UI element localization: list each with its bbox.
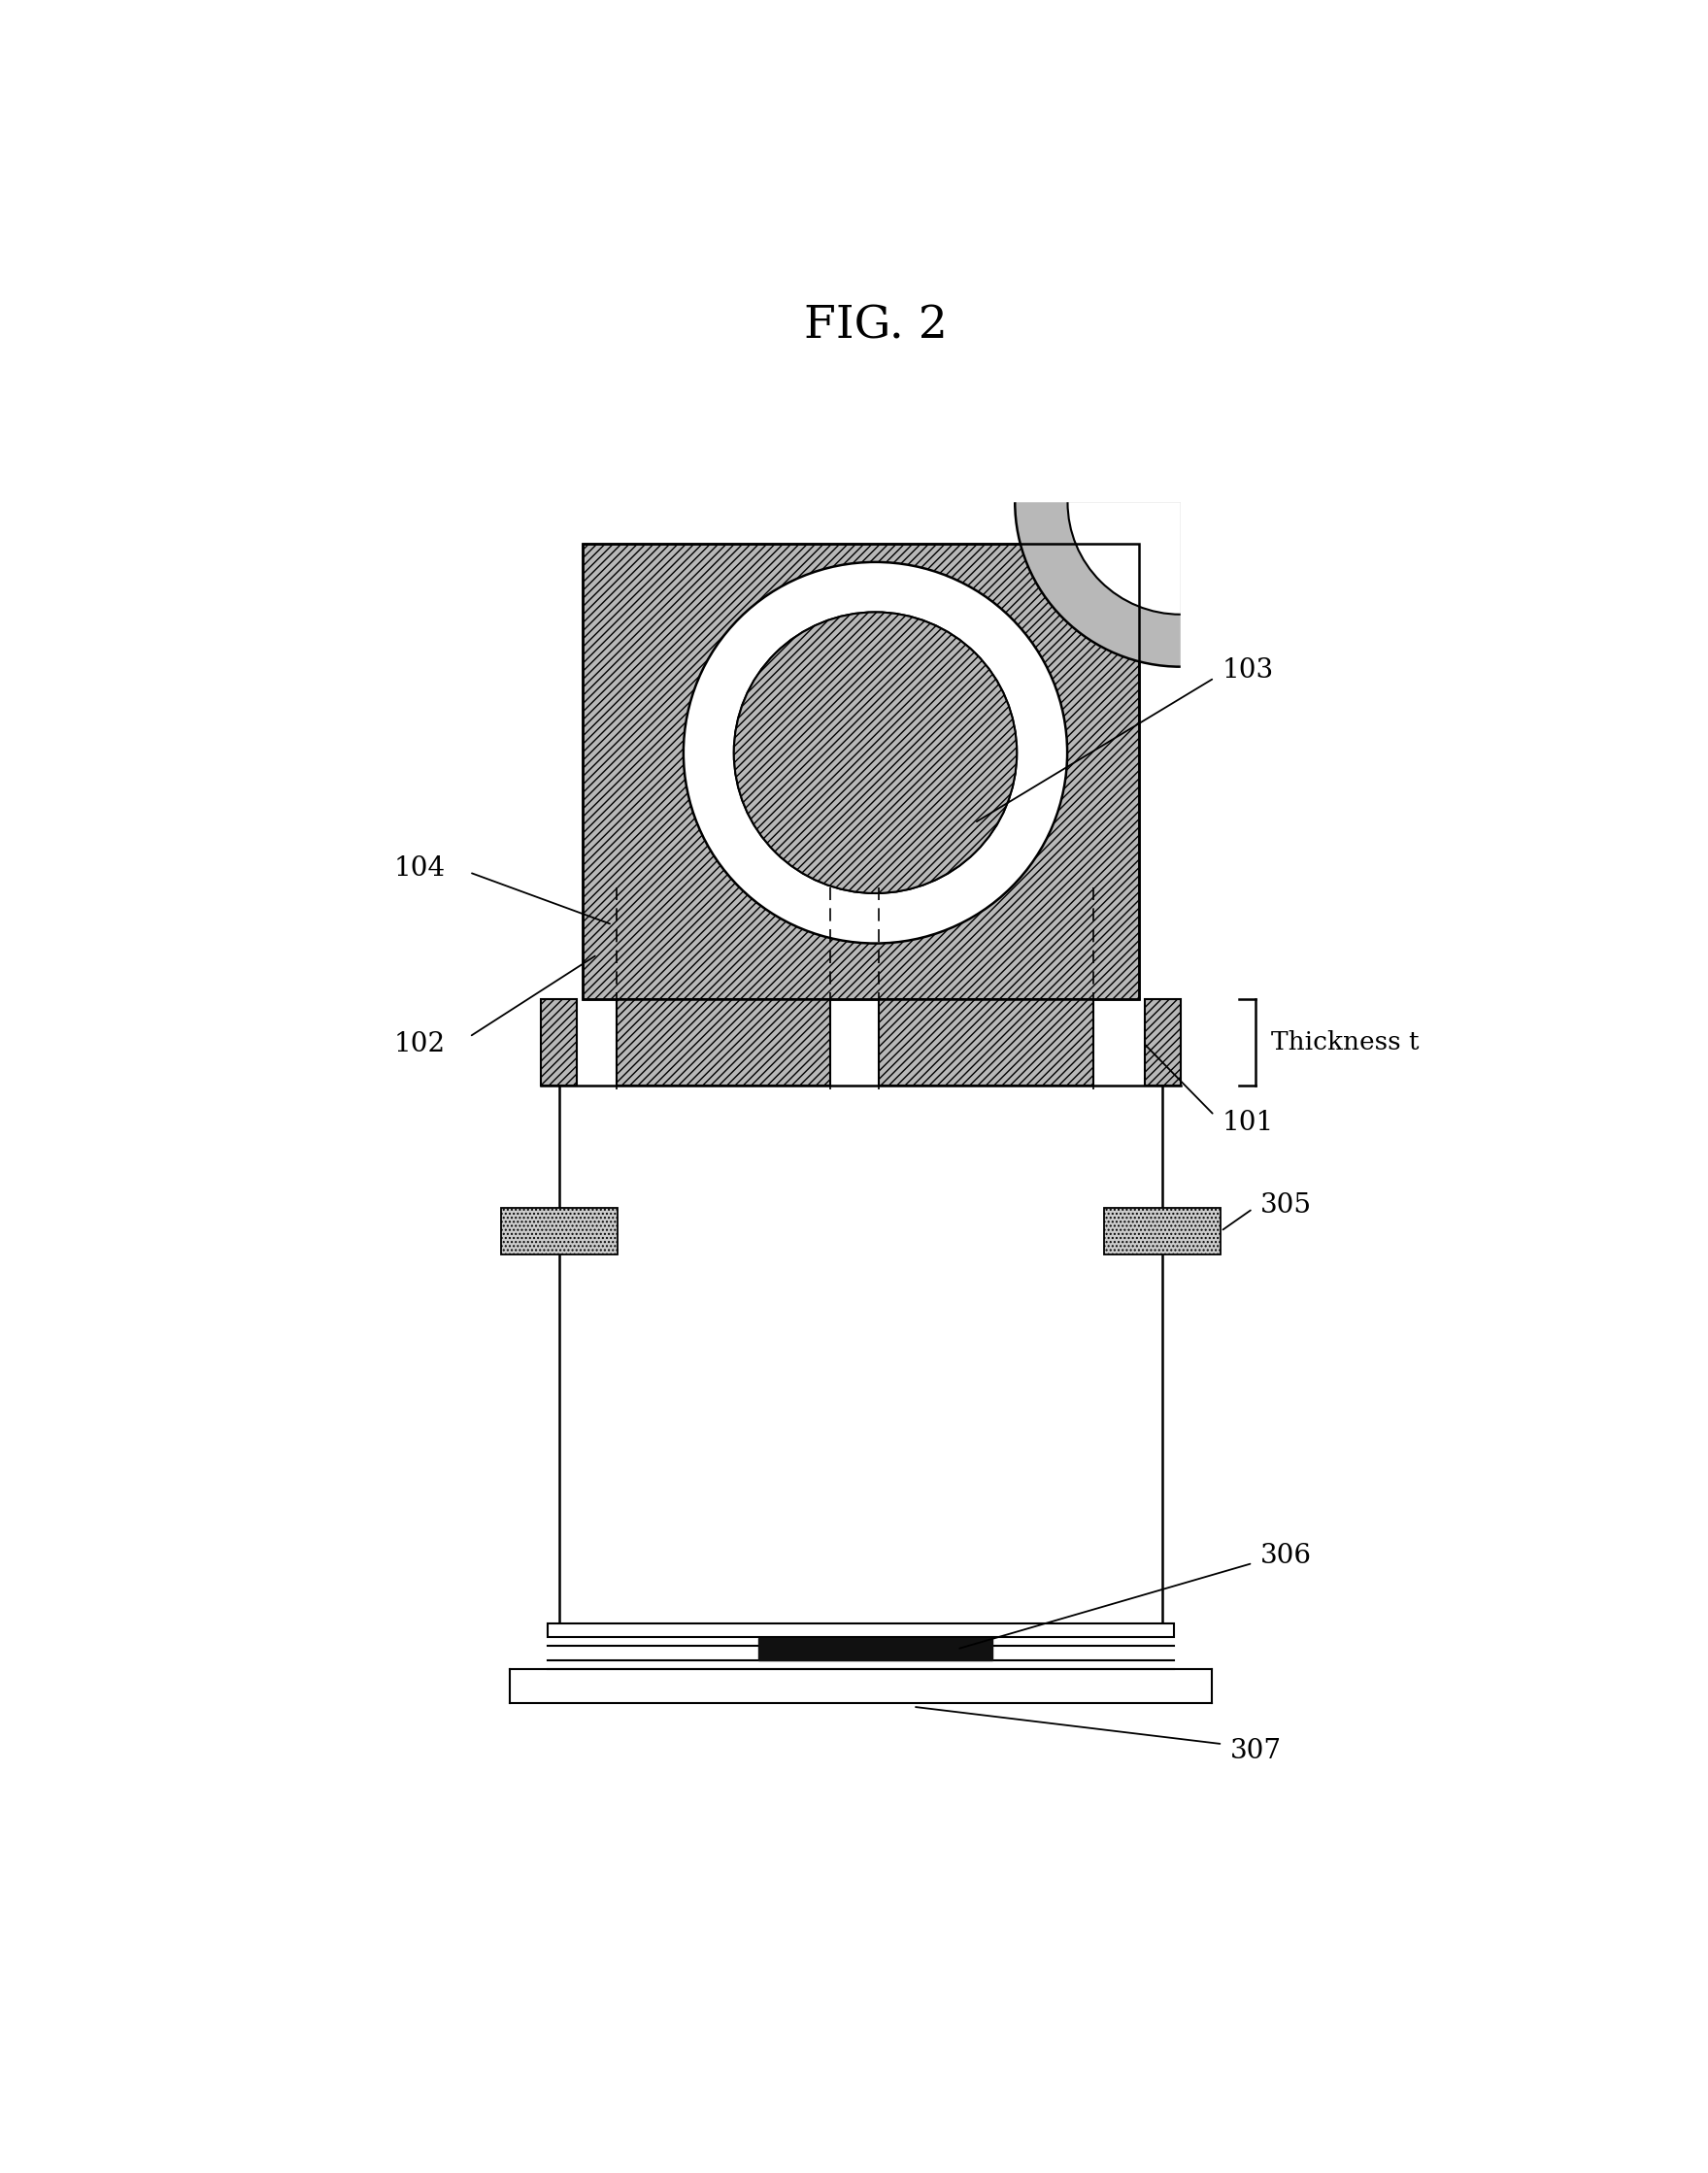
Circle shape [683, 563, 1068, 943]
Text: Thickness t: Thickness t [1271, 1030, 1419, 1054]
Text: 101: 101 [1221, 1110, 1274, 1136]
Bar [548, 1623, 1173, 1636]
Circle shape [734, 613, 1016, 893]
Text: 306: 306 [1261, 1543, 1312, 1569]
Text: 305: 305 [1261, 1193, 1312, 1219]
Text: 104: 104 [395, 856, 446, 882]
Wedge shape [1015, 502, 1180, 667]
Bar [500, 1208, 617, 1254]
Text: FIG. 2: FIG. 2 [803, 304, 948, 348]
Wedge shape [1068, 502, 1180, 615]
Bar [541, 1000, 577, 1084]
Bar [1103, 1208, 1221, 1254]
Circle shape [734, 613, 1016, 893]
Text: 102: 102 [395, 1032, 446, 1058]
Bar [1144, 1000, 1180, 1084]
Text: 103: 103 [1221, 658, 1274, 684]
Bar [617, 1000, 830, 1084]
Text: 307: 307 [1230, 1738, 1281, 1764]
Bar [582, 543, 1139, 1000]
Bar [758, 1638, 992, 1660]
Bar [880, 1000, 1093, 1084]
Bar [582, 543, 1139, 1000]
